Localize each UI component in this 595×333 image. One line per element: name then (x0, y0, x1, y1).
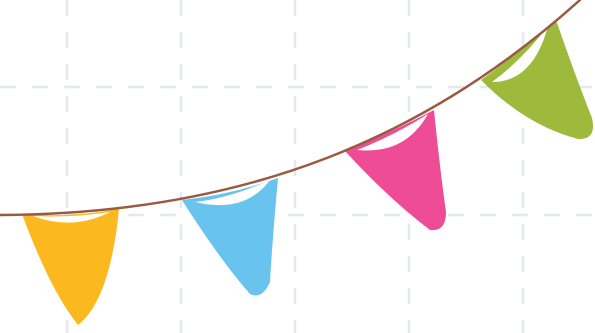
flag-green-highlight (492, 26, 548, 82)
flag-blue (182, 178, 278, 296)
bunting-string (0, 0, 582, 217)
flag-green (481, 20, 594, 140)
flag-pink-highlight (357, 114, 428, 151)
flag-yellow (22, 209, 119, 325)
flag-blue-body (182, 178, 278, 296)
flag-blue-highlight (195, 180, 270, 206)
flag-pink (345, 110, 446, 231)
flag-green-body (481, 20, 594, 140)
flag-yellow-highlight (33, 212, 110, 223)
flag-yellow-body (22, 209, 119, 325)
flag-pink-body (345, 110, 446, 231)
